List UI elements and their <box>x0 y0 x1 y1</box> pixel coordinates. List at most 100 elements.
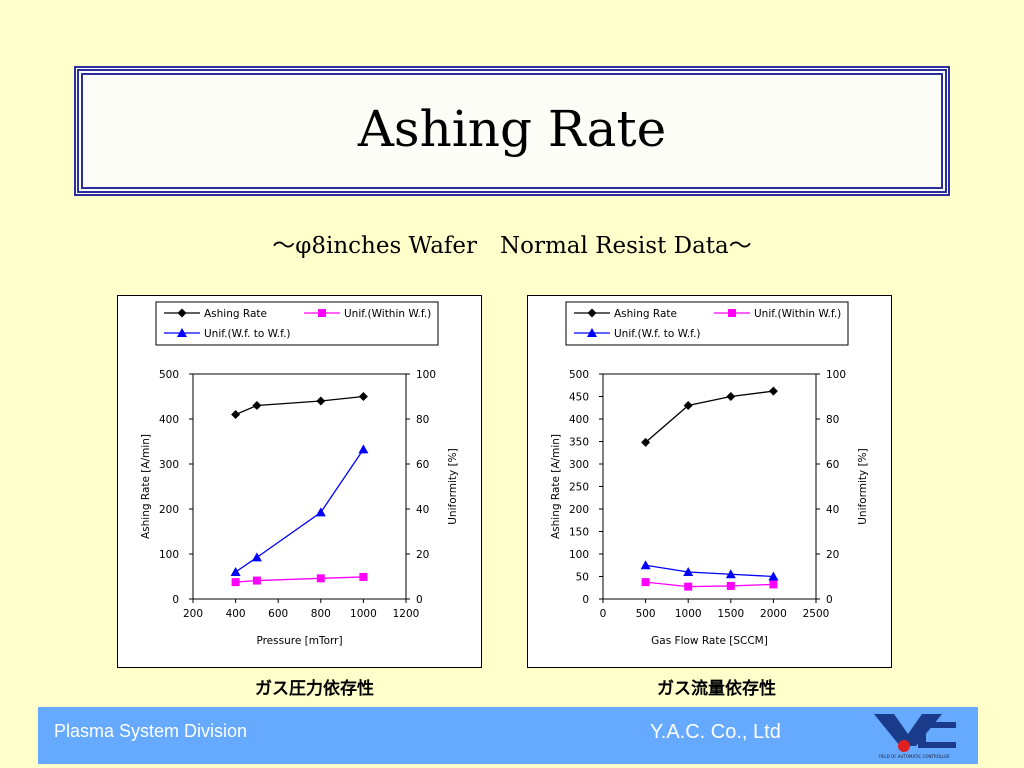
data-point-diamond <box>358 392 368 401</box>
data-point-square <box>252 576 261 585</box>
x-tick-label: 800 <box>311 608 331 620</box>
logo-tagline: YIELD OF AUTOMATIC CONTROLLER <box>877 754 950 759</box>
x-tick-label: 500 <box>636 608 656 620</box>
legend-label: Unif.(W.f. to W.f.) <box>204 328 291 340</box>
y-axis-label: Ashing Rate [A/min] <box>140 434 152 539</box>
x-tick-label: 1000 <box>675 608 702 620</box>
y2-tick-label: 40 <box>416 504 429 516</box>
legend-box <box>155 301 439 346</box>
company-logo: YIELD OF AUTOMATIC CONTROLLER <box>874 714 956 759</box>
y2-tick-label: 20 <box>416 549 429 561</box>
footer-division: Plasma System Division <box>54 721 248 741</box>
x-tick-label: 400 <box>226 608 246 620</box>
data-point-diamond <box>252 401 262 410</box>
x-tick-label: 1200 <box>393 608 420 620</box>
logo-y-shape <box>874 714 942 746</box>
legend-label: Unif.(W.f. to W.f.) <box>614 328 701 340</box>
data-point-square <box>684 582 693 591</box>
data-point-square <box>769 580 778 589</box>
y2-tick-label: 100 <box>416 369 436 381</box>
slide-subtitle: ～φ8inches Wafer Normal Resist Data～ <box>272 233 752 259</box>
legend-marker-diamond <box>177 308 187 318</box>
chart-legend: Ashing Rate Unif.(Within W.f.) Unif.(W.f. … <box>565 301 849 346</box>
data-point-diamond <box>316 396 326 406</box>
plot-area <box>192 373 407 600</box>
y-tick-label: 200 <box>159 504 179 516</box>
series-square <box>231 572 368 587</box>
x-axis-label: Pressure [mTorr] <box>256 635 342 647</box>
data-point-triangle <box>768 571 779 581</box>
y-tick-label: 300 <box>569 459 589 471</box>
data-point-square <box>726 581 735 590</box>
series-diamond <box>641 386 778 447</box>
logo-red-dot <box>898 740 910 752</box>
chart-pressure: Ashing Rate Unif.(Within W.f.) Unif.(W.f. … <box>140 301 459 647</box>
x-axis-label: Gas Flow Rate [SCCM] <box>651 635 768 647</box>
chart-legend: Ashing Rate Unif.(Within W.f.) Unif.(W.f. … <box>155 301 439 346</box>
legend-marker-square <box>728 309 736 317</box>
data-point-triangle <box>230 567 241 576</box>
y-tick-label: 500 <box>569 369 589 381</box>
series-line <box>645 564 774 578</box>
x-tick-label: 200 <box>183 608 203 620</box>
data-point-diamond <box>231 410 241 419</box>
legend-marker-diamond <box>587 308 597 318</box>
data-point-square <box>231 578 240 587</box>
y-tick-label: 100 <box>569 549 589 561</box>
y2-tick-label: 40 <box>826 504 839 516</box>
footer-company: Y.A.C. Co., Ltd <box>650 721 781 743</box>
y-tick-label: 0 <box>582 594 589 606</box>
x-tick-label: 600 <box>268 608 288 620</box>
data-point-triangle <box>315 507 326 517</box>
y2-tick-label: 0 <box>416 594 423 606</box>
y2-axis-label: Uniformity [%] <box>447 448 459 525</box>
y-tick-label: 100 <box>159 549 179 561</box>
y2-axis-label: Uniformity [%] <box>857 448 869 525</box>
series-line <box>235 395 364 416</box>
legend-label: Ashing Rate <box>204 308 267 320</box>
y2-tick-label: 100 <box>826 369 846 381</box>
y2-tick-label: 60 <box>416 459 429 471</box>
data-point-square <box>359 572 368 581</box>
data-point-triangle <box>640 560 651 570</box>
series-triangle <box>230 444 369 576</box>
series-line <box>645 581 774 588</box>
data-point-triangle <box>358 444 369 454</box>
data-point-triangle <box>725 569 736 579</box>
y-tick-label: 200 <box>569 504 589 516</box>
y2-tick-label: 60 <box>826 459 839 471</box>
series-line <box>235 449 364 573</box>
caption-gasflow: ガス流量依存性 <box>657 679 776 699</box>
data-point-diamond <box>683 401 693 410</box>
data-point-triangle <box>251 552 262 562</box>
data-point-diamond <box>768 386 778 396</box>
x-tick-label: 2500 <box>803 608 830 620</box>
series-triangle <box>640 560 779 581</box>
data-point-diamond <box>641 437 651 447</box>
data-point-square <box>316 574 325 583</box>
y-tick-label: 450 <box>569 392 589 404</box>
y-tick-label: 0 <box>172 594 179 606</box>
footer-bar: Plasma System Division Y.A.C. Co., Ltd Y… <box>38 707 978 764</box>
x-tick-label: 2000 <box>760 608 787 620</box>
series-line <box>645 390 774 443</box>
chart-pressure-panel: Ashing Rate Unif.(Within W.f.) Unif.(W.f. … <box>117 295 482 668</box>
legend-marker-square <box>318 309 326 317</box>
x-tick-label: 1000 <box>350 608 377 620</box>
y-tick-label: 400 <box>159 414 179 426</box>
x-tick-label: 1500 <box>717 608 744 620</box>
legend-marker-triangle <box>177 328 187 337</box>
series-square <box>641 578 778 591</box>
series-diamond <box>231 392 368 419</box>
legend-marker-triangle <box>587 328 597 337</box>
y-tick-label: 400 <box>569 414 589 426</box>
legend-box <box>565 301 849 346</box>
x-tick-label: 0 <box>600 608 607 620</box>
y2-tick-label: 80 <box>416 414 429 426</box>
y-tick-label: 300 <box>159 459 179 471</box>
y-tick-label: 150 <box>569 527 589 539</box>
y2-tick-label: 80 <box>826 414 839 426</box>
chart-gasflow-panel: Ashing Rate Unif.(Within W.f.) Unif.(W.f. … <box>527 295 892 668</box>
slide-title: Ashing Rate <box>357 100 667 158</box>
chart-gasflow: Ashing Rate Unif.(Within W.f.) Unif.(W.f. … <box>550 301 869 647</box>
